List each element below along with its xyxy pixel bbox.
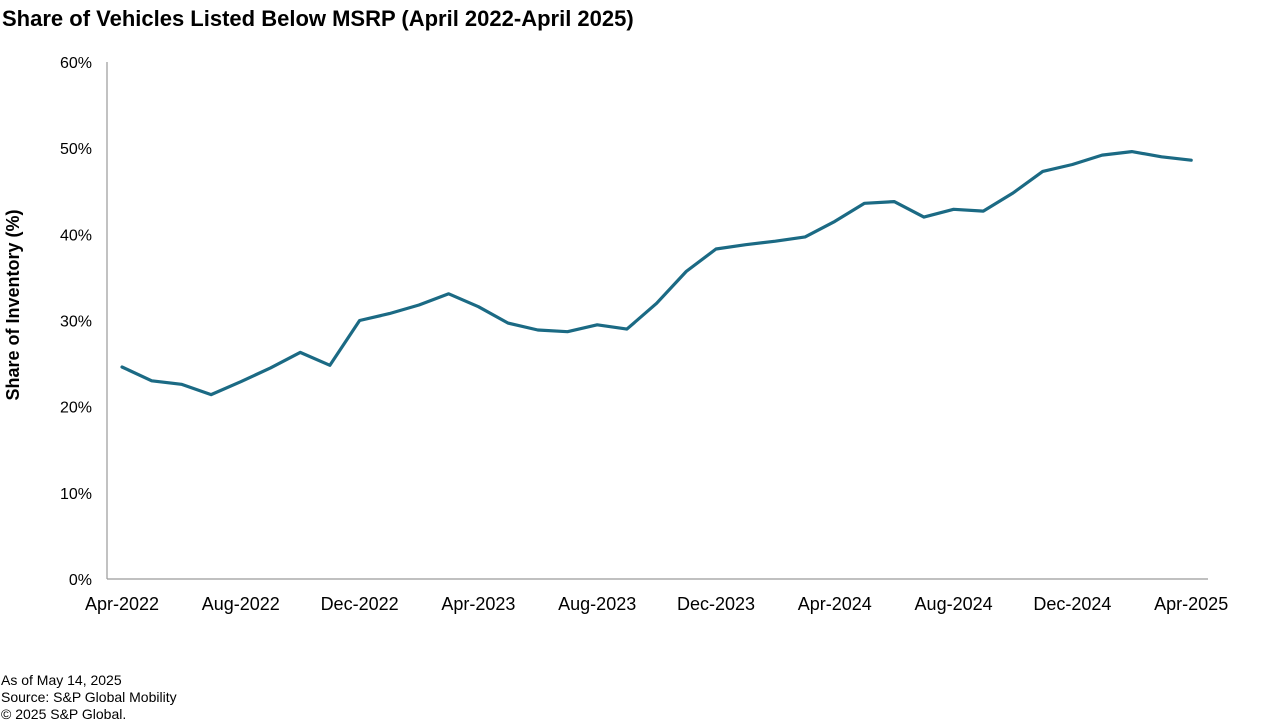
chart-footnotes: As of May 14, 2025 Source: S&P Global Mo… — [1, 672, 177, 723]
y-tick-label: 50% — [60, 141, 92, 158]
y-axis: 0% 10% 20% 30% 40% 50% 60% — [60, 55, 108, 589]
data-point — [447, 292, 450, 295]
x-tick-label: Apr-2024 — [798, 594, 872, 614]
data-point — [418, 304, 421, 307]
x-tick-label: Dec-2022 — [321, 594, 399, 614]
x-tick-label: Aug-2023 — [558, 594, 636, 614]
data-point — [299, 351, 302, 354]
data-point — [596, 323, 599, 326]
y-tick-label: 10% — [60, 486, 92, 503]
data-point — [922, 216, 925, 219]
data-point — [328, 364, 331, 367]
data-point — [507, 322, 510, 325]
x-tick-label: Apr-2025 — [1154, 594, 1228, 614]
data-point — [121, 366, 124, 369]
x-axis: Apr-2022 Aug-2022 Dec-2022 Apr-2023 Aug-2023… — [85, 578, 1228, 614]
data-point — [655, 302, 658, 305]
x-tick-label: Apr-2022 — [85, 594, 159, 614]
data-point — [388, 312, 391, 315]
data-point — [1071, 163, 1074, 166]
x-tick-label: Apr-2023 — [441, 594, 515, 614]
series-group — [120, 150, 1193, 397]
x-tick-label: Aug-2024 — [915, 594, 993, 614]
copyright-note: © 2025 S&P Global. — [1, 706, 127, 722]
y-axis-label: Share of Inventory (%) — [3, 209, 23, 400]
data-point — [239, 380, 242, 383]
data-point — [982, 210, 985, 213]
data-point — [1130, 150, 1133, 153]
data-point — [180, 383, 183, 386]
chart-title: Share of Vehicles Listed Below MSRP (Apr… — [2, 6, 634, 31]
data-point — [744, 243, 747, 246]
data-point — [863, 202, 866, 205]
data-point — [358, 319, 361, 322]
data-point — [1041, 170, 1044, 173]
data-point — [269, 366, 272, 369]
data-point — [952, 208, 955, 211]
series-line — [120, 150, 1193, 397]
data-point — [536, 329, 539, 332]
y-tick-label: 0% — [69, 572, 92, 589]
data-point — [625, 328, 628, 331]
data-point — [566, 330, 569, 333]
data-point — [1101, 154, 1104, 157]
x-tick-label: Dec-2024 — [1033, 594, 1111, 614]
data-point — [150, 379, 153, 382]
data-point — [1190, 159, 1193, 162]
data-point — [210, 393, 213, 396]
x-tick-label: Dec-2023 — [677, 594, 755, 614]
data-point — [893, 200, 896, 203]
y-tick-label: 30% — [60, 314, 92, 331]
data-point — [804, 235, 807, 238]
data-point — [685, 270, 688, 273]
data-point — [477, 305, 480, 308]
data-point — [774, 240, 777, 243]
data-point — [1160, 155, 1163, 158]
y-tick-label: 20% — [60, 400, 92, 417]
data-point — [1012, 192, 1015, 195]
y-tick-label: 60% — [60, 55, 92, 72]
data-point — [833, 220, 836, 223]
x-tick-label: Aug-2022 — [202, 594, 280, 614]
y-tick-label: 40% — [60, 227, 92, 244]
as-of-note: As of May 14, 2025 — [1, 672, 122, 688]
source-note: Source: S&P Global Mobility — [1, 689, 177, 705]
data-point — [715, 248, 718, 251]
